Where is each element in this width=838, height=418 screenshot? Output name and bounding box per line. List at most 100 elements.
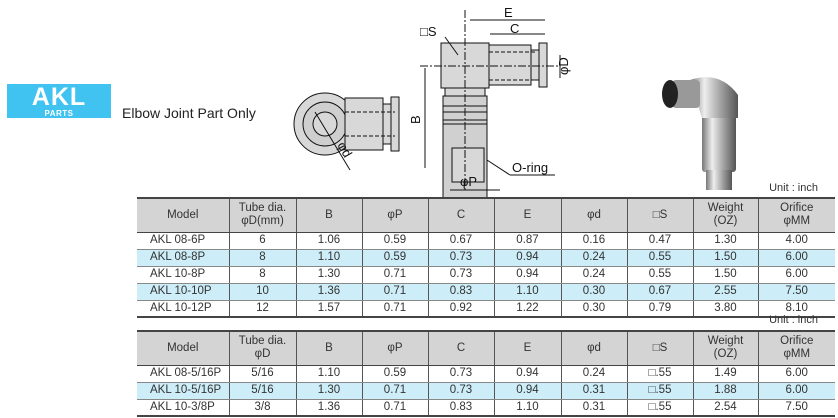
table-cell: □.55 <box>627 365 694 383</box>
column-header: Weight (OZ) <box>693 197 759 233</box>
table-cell: 0.31 <box>561 399 628 417</box>
table-cell: 0.59 <box>362 232 429 250</box>
table-cell: 10 <box>229 283 297 301</box>
table-cell: 5/16 <box>229 382 297 400</box>
column-header: □S <box>627 330 694 366</box>
label-s: □S <box>420 24 437 39</box>
table-cell: 8.10 <box>758 300 835 318</box>
table-row: AKL 10-8P 8 1.30 0.71 0.73 0.94 0.24 0.55 1.50 6.… <box>137 266 835 284</box>
column-header: φP <box>362 197 429 233</box>
table-cell: 6.00 <box>758 249 835 267</box>
table-cell: 7.50 <box>758 283 835 301</box>
column-header: Model <box>137 330 230 366</box>
table-cell: AKL 08-6P <box>137 232 230 250</box>
table-cell: 0.73 <box>428 249 495 267</box>
table-cell: 0.83 <box>428 399 495 417</box>
table-cell: 0.31 <box>561 382 628 400</box>
table-cell: 0.55 <box>627 249 694 267</box>
column-header: Tube dia. φD <box>229 330 297 366</box>
table-cell: 4.00 <box>758 232 835 250</box>
column-header: C <box>428 197 495 233</box>
logo-sub: PARTS <box>44 109 74 118</box>
table-cell: □.55 <box>627 382 694 400</box>
table-cell: 0.83 <box>428 283 495 301</box>
table-cell: 6.00 <box>758 382 835 400</box>
table-cell: 6 <box>229 232 297 250</box>
table-cell: 12 <box>229 300 297 318</box>
table-cell: 1.50 <box>693 249 759 267</box>
table-cell: AKL 10-8P <box>137 266 230 284</box>
label-p: φP <box>460 174 477 189</box>
column-header: Orifice φMM <box>758 330 835 366</box>
unit-label-1: Unit : inch <box>769 182 818 194</box>
column-header: B <box>296 197 363 233</box>
table-cell: 5/16 <box>229 365 297 383</box>
table-cell: 1.36 <box>296 283 363 301</box>
table-cell: AKL 10-12P <box>137 300 230 318</box>
subtitle: Elbow Joint Part Only <box>122 105 256 121</box>
column-header: Model <box>137 197 230 233</box>
table-row: AKL 08-5/16P 5/16 1.10 0.59 0.73 0.94 0.24 □.55… <box>137 365 835 383</box>
table-cell: AKL 10-5/16P <box>137 382 230 400</box>
column-header: Orifice φMM <box>758 197 835 233</box>
unit-label-2: Unit : inch <box>769 314 818 326</box>
table-cell: 0.71 <box>362 283 429 301</box>
table-cell: 0.30 <box>561 283 628 301</box>
table-cell: 1.57 <box>296 300 363 318</box>
akl-parts-logo: AKL PARTS <box>7 84 111 118</box>
table-cell: 8 <box>229 249 297 267</box>
table-cell: 2.54 <box>693 399 759 417</box>
table-cell: AKL 08-8P <box>137 249 230 267</box>
table-row: AKL 08-8P 8 1.10 0.59 0.73 0.94 0.24 0.55 1.50 6.… <box>137 249 835 267</box>
table-cell: 6.00 <box>758 365 835 383</box>
table-cell: 3/8 <box>229 399 297 417</box>
table-cell: 6.00 <box>758 266 835 284</box>
table-cell: 0.47 <box>627 232 694 250</box>
table-cell: 0.71 <box>362 399 429 417</box>
table-cell: 0.94 <box>494 382 562 400</box>
table-cell: 1.10 <box>494 283 562 301</box>
table-cell: 0.16 <box>561 232 628 250</box>
column-header: □S <box>627 197 694 233</box>
label-phi-d: φD <box>556 57 571 75</box>
table-cell: 8 <box>229 266 297 284</box>
table-cell: 1.10 <box>296 365 363 383</box>
table-cell: 1.06 <box>296 232 363 250</box>
table-cell: 0.59 <box>362 365 429 383</box>
table-cell: 1.22 <box>494 300 562 318</box>
table-cell: 2.55 <box>693 283 759 301</box>
table-cell: 0.59 <box>362 249 429 267</box>
label-e: E <box>504 5 513 20</box>
label-oring: O-ring <box>512 160 548 175</box>
table-cell: AKL 10-3/8P <box>137 399 230 417</box>
table-cell: 0.55 <box>627 266 694 284</box>
label-b: B <box>408 115 423 124</box>
table-cell: 0.73 <box>428 365 495 383</box>
table-cell: 0.24 <box>561 249 628 267</box>
table-cell: AKL 10-10P <box>137 283 230 301</box>
technical-drawing: □S E C φD B φP O-ring φd <box>293 5 738 200</box>
table-cell: 1.50 <box>693 266 759 284</box>
table-cell: 1.10 <box>494 399 562 417</box>
table-cell: 0.24 <box>561 266 628 284</box>
table-cell: 0.73 <box>428 266 495 284</box>
table-cell: 1.10 <box>296 249 363 267</box>
table-cell: 1.30 <box>693 232 759 250</box>
column-header: C <box>428 330 495 366</box>
table-cell: 0.24 <box>561 365 628 383</box>
table-cell: 1.36 <box>296 399 363 417</box>
table-cell: 1.30 <box>296 266 363 284</box>
table-cell: 0.67 <box>428 232 495 250</box>
table-cell: 0.71 <box>362 266 429 284</box>
column-header: φd <box>561 197 628 233</box>
table-row: AKL 10-10P 10 1.36 0.71 0.83 1.10 0.30 0.67 2.55… <box>137 283 835 301</box>
table-cell: 0.94 <box>494 249 562 267</box>
table-cell: 0.87 <box>494 232 562 250</box>
logo-main: AKL <box>31 83 87 111</box>
table-cell: 0.30 <box>561 300 628 318</box>
column-header: B <box>296 330 363 366</box>
column-header: Tube dia. φD(mm) <box>229 197 297 233</box>
table-cell: 0.79 <box>627 300 694 318</box>
product-photo <box>662 77 738 190</box>
